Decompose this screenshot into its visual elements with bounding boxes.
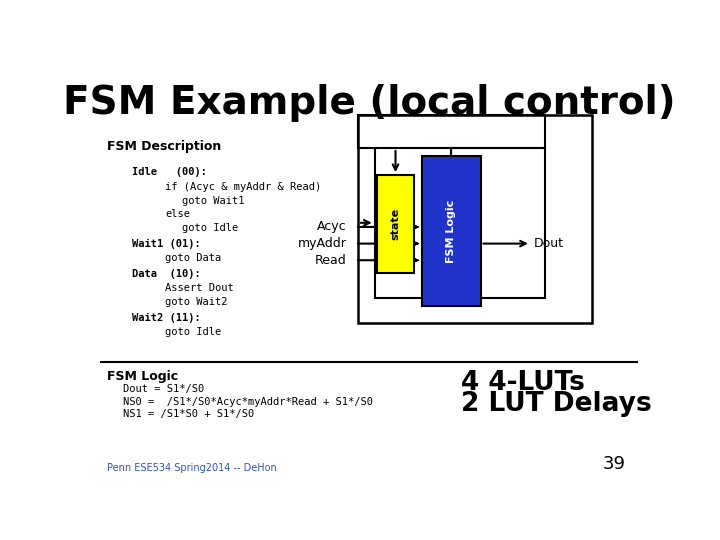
Text: 39: 39 xyxy=(603,455,626,473)
Text: NS1 = /S1*S0 + S1*/S0: NS1 = /S1*S0 + S1*/S0 xyxy=(124,409,255,419)
Text: 2 LUT Delays: 2 LUT Delays xyxy=(461,391,652,417)
Text: Acyc: Acyc xyxy=(317,220,347,233)
Bar xyxy=(358,114,592,322)
Text: goto Idle: goto Idle xyxy=(166,327,222,337)
Text: Penn ESE534 Spring2014 -- DeHon: Penn ESE534 Spring2014 -- DeHon xyxy=(107,463,276,473)
Text: Read: Read xyxy=(315,254,347,267)
Text: Dout = S1*/S0: Dout = S1*/S0 xyxy=(124,384,204,394)
Text: goto Data: goto Data xyxy=(166,253,222,263)
Text: Assert Dout: Assert Dout xyxy=(166,283,234,293)
Text: Data  (10):: Data (10): xyxy=(132,269,201,279)
Text: goto Wait2: goto Wait2 xyxy=(166,297,228,307)
Text: Idle   (00):: Idle (00): xyxy=(132,167,207,177)
Text: state: state xyxy=(390,208,400,240)
Text: goto Wait1: goto Wait1 xyxy=(182,196,245,206)
Text: myAddr: myAddr xyxy=(298,237,347,250)
Bar xyxy=(377,175,414,273)
Bar xyxy=(374,148,545,298)
Text: Wait1 (01):: Wait1 (01): xyxy=(132,239,201,249)
Text: 4 4-LUTs: 4 4-LUTs xyxy=(461,370,585,396)
Text: else: else xyxy=(166,210,190,219)
Bar xyxy=(422,156,481,306)
Text: Dout: Dout xyxy=(534,237,564,250)
Text: FSM Logic: FSM Logic xyxy=(446,199,456,263)
Text: FSM Logic: FSM Logic xyxy=(107,370,178,383)
Text: FSM Example (local control): FSM Example (local control) xyxy=(63,84,675,122)
Text: Wait2 (11):: Wait2 (11): xyxy=(132,313,201,323)
Text: NS0 =  /S1*/S0*Acyc*myAddr*Read + S1*/S0: NS0 = /S1*/S0*Acyc*myAddr*Read + S1*/S0 xyxy=(124,396,374,407)
Text: goto Idle: goto Idle xyxy=(182,223,238,233)
Text: if (Acyc & myAddr & Read): if (Acyc & myAddr & Read) xyxy=(166,182,322,192)
Text: FSM Description: FSM Description xyxy=(107,140,221,153)
